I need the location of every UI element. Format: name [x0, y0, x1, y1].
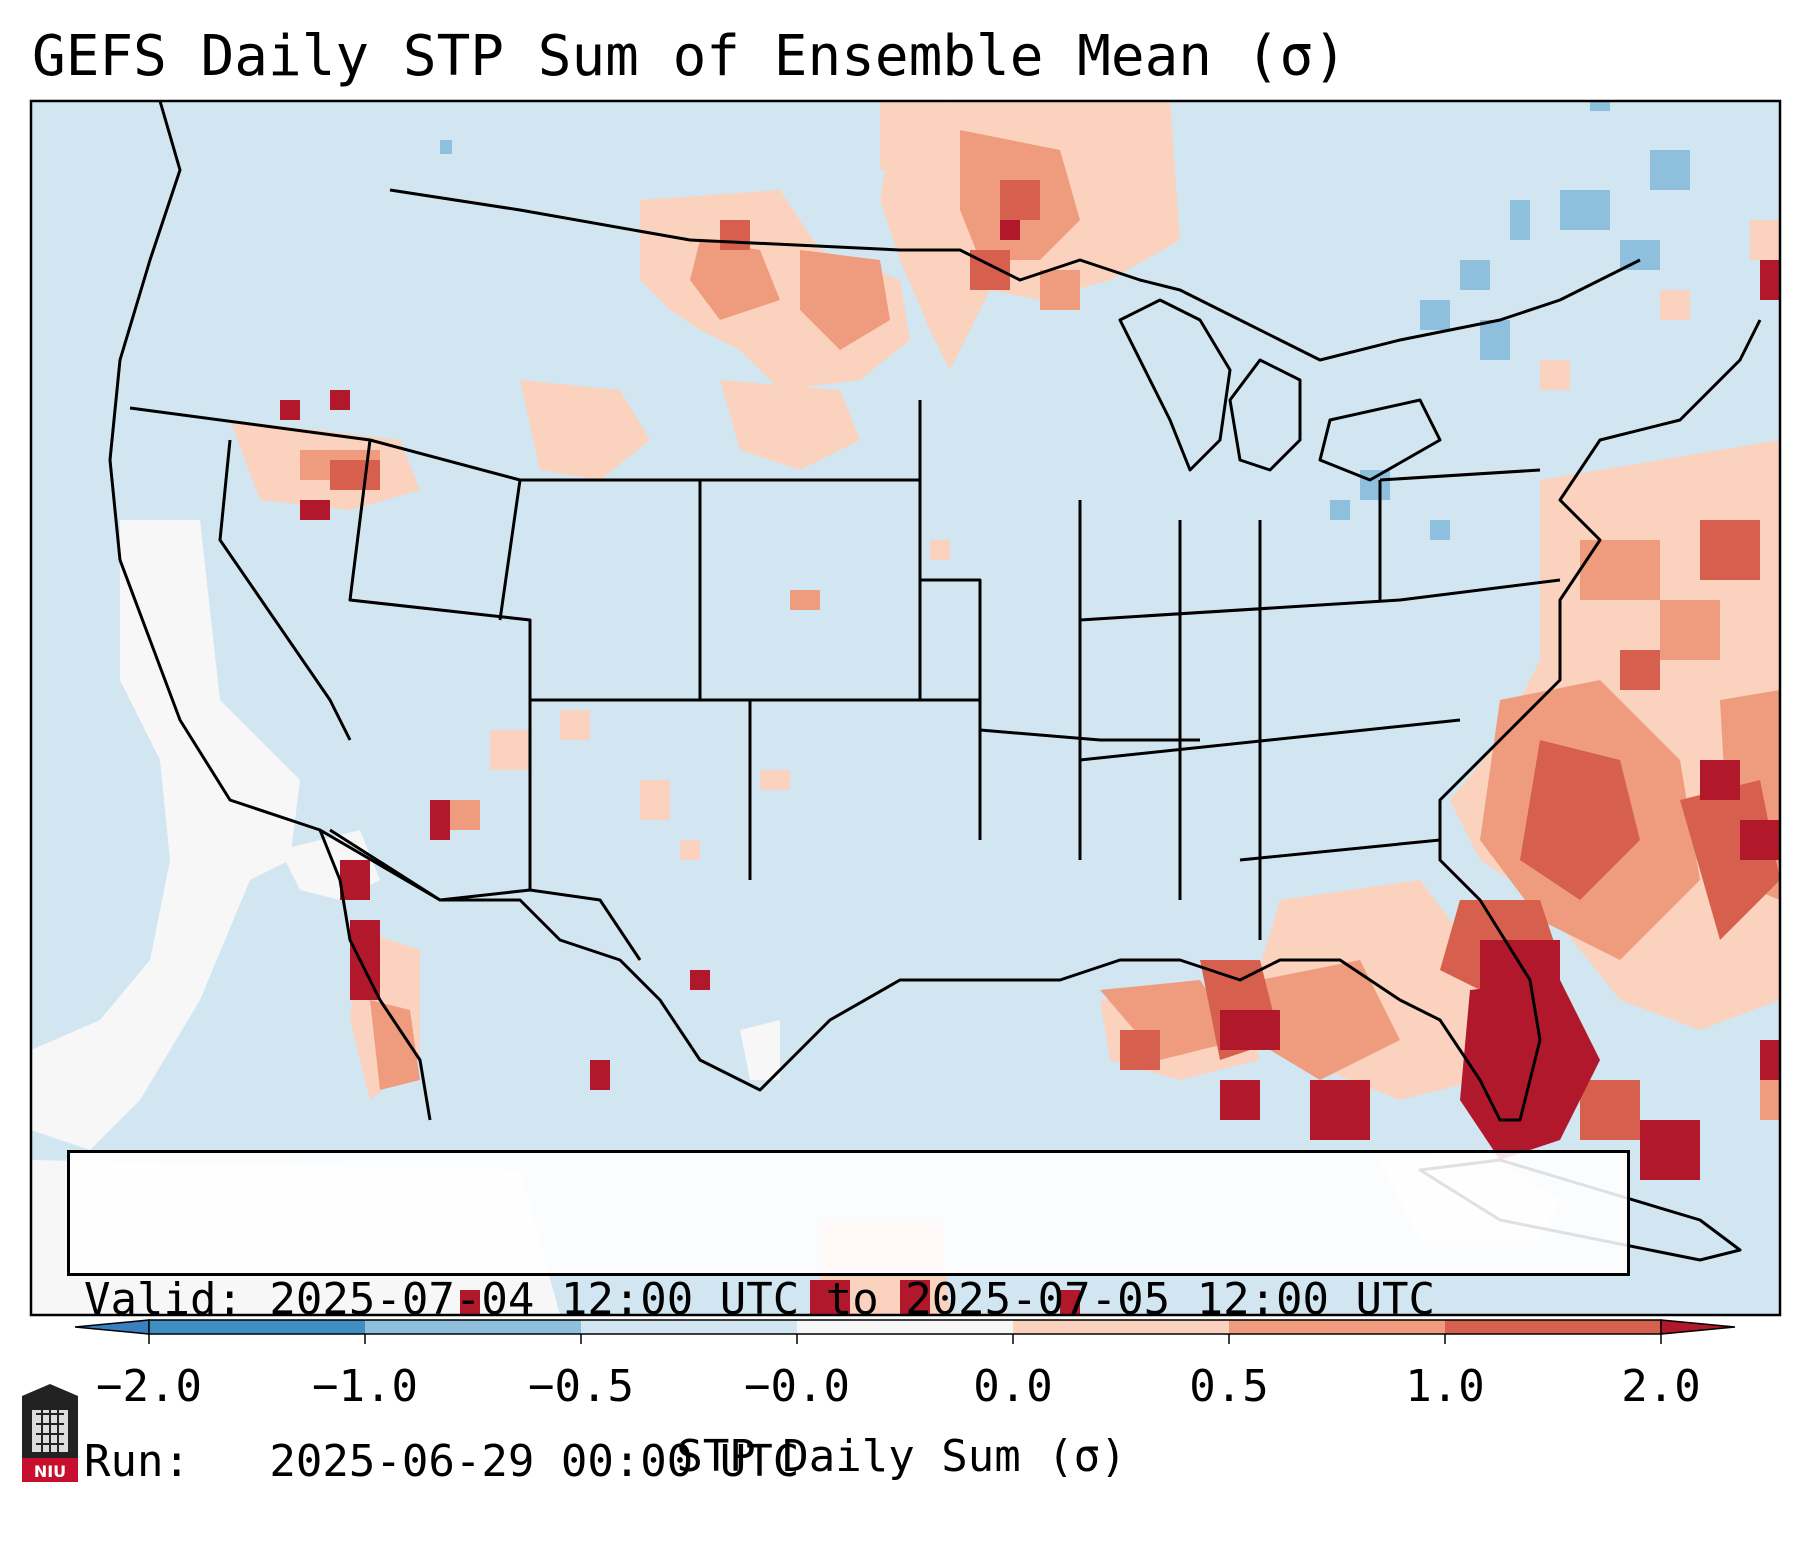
negative-cells: [440, 101, 1690, 540]
canada-border: [389, 188, 1641, 362]
niu-logo-icon: [22, 1384, 78, 1482]
niu-logo-text: NIU: [33, 1462, 67, 1481]
run-time-text: Run: 2025-06-29 00:00 UTC: [84, 1436, 800, 1487]
colorbar-tick-labels: −2.0 −1.0 −0.5 −0.0 0.0 0.5 1.0 2.0: [0, 1362, 1803, 1422]
mexico-border: [329, 828, 642, 961]
colorbar-segment-6: [1229, 1320, 1445, 1334]
colorbar-tick-label: 2.0: [1621, 1361, 1701, 1412]
positive-extreme-cells: [280, 220, 1780, 1315]
map-boundaries: [108, 100, 1762, 1262]
colorbar-segment-7: [1445, 1320, 1661, 1334]
colorbar-tick-label: −2.0: [96, 1361, 202, 1412]
colorbar-segment-2: [365, 1320, 581, 1334]
colorbar-extend-high: [1660, 1319, 1736, 1335]
colorbar-title: STP Daily Sum (σ): [676, 1431, 1127, 1482]
colorbar-frame: [148, 1319, 1662, 1335]
colorbar: [74, 1319, 1736, 1344]
chart-title: GEFS Daily STP Sum of Ensemble Mean (σ): [32, 24, 1347, 89]
colorbar-tick-label: −1.0: [312, 1361, 418, 1412]
map-frame: [29, 99, 1782, 1317]
colorbar-tick-label: −0.5: [528, 1361, 634, 1412]
colorbar-segment-3: [581, 1320, 797, 1334]
colorbar-tick-label: 0.5: [1189, 1361, 1269, 1412]
valid-time-text: Valid: 2025-07-04 12:00 UTC to 2025-07-0…: [84, 1274, 1436, 1325]
validity-info-box: Valid: 2025-07-04 12:00 UTC to 2025-07-0…: [67, 1150, 1630, 1487]
state-lines-east: [918, 400, 1561, 940]
colorbar-segment-5: [1013, 1320, 1229, 1334]
us-outline: [108, 100, 1762, 1122]
colorbar-segment-1: [149, 1320, 365, 1334]
baja-california: [318, 829, 432, 1121]
colorbar-tick-label: 1.0: [1405, 1361, 1485, 1412]
colorbar-tick-label: −0.0: [744, 1361, 850, 1412]
great-lakes: [1118, 298, 1442, 482]
colorbar-tick-label: 0.0: [973, 1361, 1053, 1412]
colorbar-segment-4: [797, 1320, 1013, 1334]
